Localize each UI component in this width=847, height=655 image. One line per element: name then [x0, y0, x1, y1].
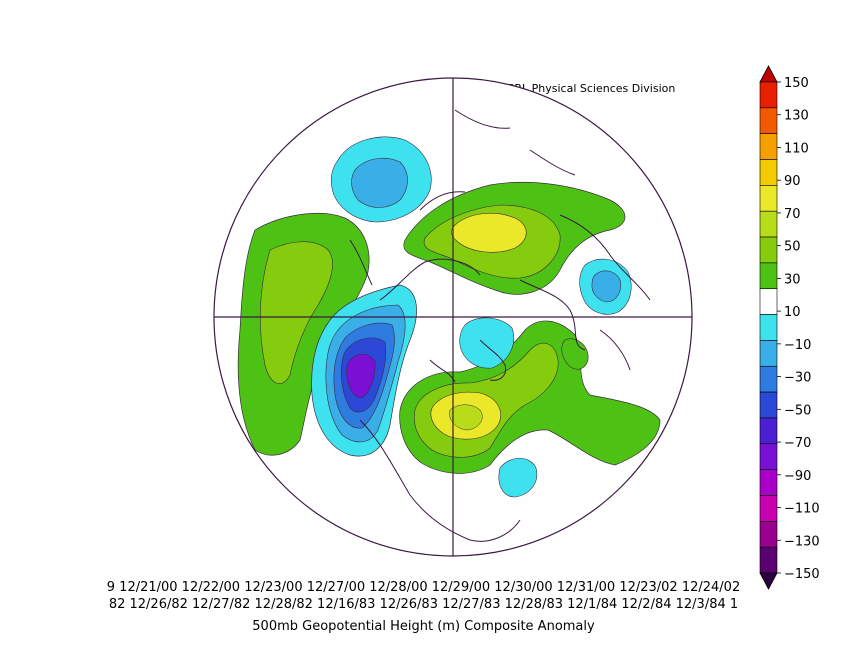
colorbar-label: −90 [784, 469, 811, 484]
colorbar-bottom-arrow [759, 572, 778, 590]
composite-dates-row2: 82 12/26/82 12/27/82 12/28/82 12/16/83 1… [108, 597, 739, 612]
colorbar-cell [759, 391, 778, 419]
colorbar-cell [759, 81, 778, 109]
colorbar-label: −150 [784, 567, 820, 582]
coastlines [349, 109, 651, 542]
colorbar-cell [759, 210, 778, 238]
colorbar-top-arrow [759, 65, 778, 83]
colorbar-cell [759, 417, 778, 445]
colorbar-label: 90 [784, 174, 801, 189]
colorbar-cell [759, 469, 778, 496]
colorbar-cell [759, 236, 778, 264]
colorbar-cell [759, 495, 778, 522]
colorbar [759, 65, 778, 590]
colorbar-label: 30 [784, 272, 801, 287]
colorbar-cell [759, 340, 778, 367]
colorbar-cell [759, 133, 778, 160]
negative-anomaly-polar [459, 317, 514, 369]
colorbar-label: 130 [784, 109, 809, 124]
colorbar-label: −110 [784, 502, 820, 517]
colorbar-label: −10 [784, 338, 811, 353]
positive-anomaly-pacific-inner [259, 241, 333, 384]
colorbar-labels: 150 130 110 90 70 50 30 10 −10 −30 −50 −70 −90 −110 −1… [777, 76, 820, 582]
colorbar-cell [759, 185, 778, 212]
colorbar-cell [759, 521, 778, 548]
colorbar-label: −50 [784, 403, 811, 418]
negative-anomaly-asia-core [351, 157, 408, 208]
colorbar-label: −30 [784, 371, 811, 386]
colorbar-label: −130 [784, 534, 820, 549]
colorbar-label: 110 [784, 141, 809, 156]
colorbar-cell [759, 546, 778, 574]
positive-anomaly-eastern-na-peak [449, 404, 483, 431]
colorbar-cell [759, 365, 778, 393]
negative-anomaly-europe-core [591, 270, 621, 303]
negative-anomaly-pacific-core [346, 353, 376, 399]
colorbar-cell [759, 314, 778, 341]
negative-anomaly-atlantic [498, 457, 538, 498]
colorbar-cell [759, 288, 778, 315]
map-caption: 500mb Geopotential Height (m) Composite … [252, 619, 595, 634]
colorbar-cell [759, 443, 778, 470]
colorbar-cell [759, 262, 778, 290]
positive-anomaly-atlantic-tail [561, 338, 589, 370]
colorbar-label: 70 [784, 207, 801, 222]
colorbar-label: 50 [784, 240, 801, 255]
composite-dates-row1: 9 12/21/00 12/22/00 12/23/00 12/27/00 12… [106, 580, 741, 595]
colorbar-cell [759, 107, 778, 134]
colorbar-cell [759, 159, 778, 186]
colorbar-label: 10 [784, 305, 801, 320]
colorbar-label: 150 [784, 76, 809, 91]
colorbar-label: −70 [784, 436, 811, 451]
